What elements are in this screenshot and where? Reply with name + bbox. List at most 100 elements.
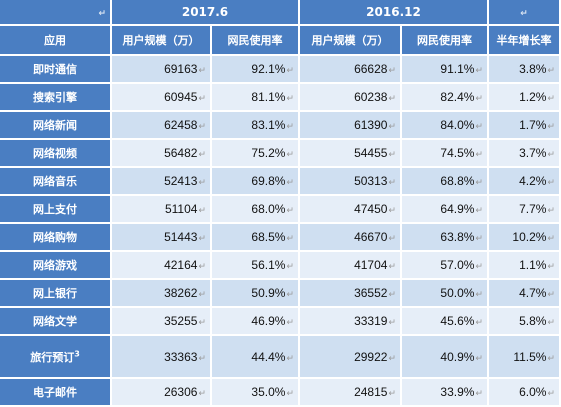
paragraph-mark: ↵: [286, 352, 294, 363]
paragraph-mark: ↵: [388, 388, 396, 398]
cell-value: 1.1%: [519, 258, 547, 272]
rate-2016-cell: 40.9%↵: [402, 336, 489, 379]
rate-2016-cell: 74.5%↵: [402, 140, 489, 168]
col-header-users-2017: 用户规模（万）: [112, 26, 212, 56]
table-row: 网络购物 51443↵ 68.5%↵ 46670↵ 63.8% ↵ 10.2% ↵: [0, 224, 561, 252]
cell-value: 81.1%: [251, 90, 286, 104]
paragraph-mark: ↵: [388, 233, 396, 243]
cell-value: 57.0%: [440, 258, 475, 272]
paragraph-mark: ↵: [547, 352, 555, 363]
rate-2016-cell: 57.0%↵: [402, 252, 489, 280]
users-2016-cell: 47450↵: [300, 196, 402, 224]
cell-value: 62458: [164, 118, 198, 132]
rate-2017-cell: 46.9%↵: [212, 308, 300, 336]
rate-2016-cell: 64.9%↵: [402, 196, 489, 224]
paragraph-mark: ↵: [198, 177, 206, 187]
cell-value: 50.9%: [251, 286, 286, 300]
period-header-2017-6: 2017.6: [112, 0, 300, 26]
users-2016-cell: 60238↵: [300, 84, 402, 112]
paragraph-mark: ↵: [388, 289, 396, 299]
paragraph-mark: ↵: [198, 121, 206, 131]
cell-value: 68.0%: [251, 202, 286, 216]
paragraph-mark: ↵: [286, 388, 294, 398]
growth-cell: 4.2%↵: [489, 168, 561, 196]
paragraph-mark: ↵: [198, 93, 206, 103]
table-row: 网络新闻 62458↵ 83.1%↵ 61390↵ 84.0%↵ 1.7%↵: [0, 112, 561, 140]
paragraph-mark: ↵: [286, 93, 294, 103]
rate-2016-cell: 45.6%↵: [402, 308, 489, 336]
paragraph-mark: ↵: [388, 121, 396, 131]
paragraph-mark: ↵: [198, 289, 206, 299]
users-2016-cell: 46670↵: [300, 224, 402, 252]
users-2017-cell: 42164↵: [112, 252, 212, 280]
users-2017-cell: 51443↵: [112, 224, 212, 252]
rate-2016-cell: 33.9%↵: [402, 379, 489, 407]
corner-cell: ↵: [0, 0, 112, 26]
app-name-cell: 网络购物: [0, 224, 112, 252]
app-name-cell: 网上银行: [0, 280, 112, 308]
cell-value: 33.9%: [440, 385, 475, 399]
paragraph-mark: ↵: [198, 233, 206, 243]
cell-value: 1.7%: [519, 118, 547, 132]
cell-value: 74.5%: [440, 146, 475, 160]
cell-value: 60945: [164, 90, 198, 104]
cell-value: 36552: [354, 286, 388, 300]
users-2017-cell: 38262↵: [112, 280, 212, 308]
cell-value: 68.8%: [440, 174, 475, 188]
table-row: 网络游戏 42164↵ 56.1%↵ 41704↵ 57.0%↵ 1.1%↵: [0, 252, 561, 280]
cell-value: 60238: [354, 90, 388, 104]
col-header-rate-2017: 网民使用率: [212, 26, 300, 56]
rate-2017-cell: 68.5%↵: [212, 224, 300, 252]
cell-value: 35255: [164, 314, 198, 328]
paragraph-mark: ↵: [388, 177, 396, 187]
app-name: 网上支付: [33, 203, 77, 216]
paragraph-mark: ↵: [286, 177, 294, 187]
paragraph-mark: ↵: [475, 261, 483, 271]
app-name: 网络文学: [33, 315, 77, 328]
paragraph-mark: ↵: [547, 205, 555, 215]
col-header-users-2016: 用户规模（万）: [300, 26, 402, 56]
paragraph-mark: ↵: [547, 93, 555, 103]
paragraph-mark: ↵: [286, 233, 294, 243]
cell-value: 91.1%: [440, 62, 475, 76]
cell-value: 4.2%: [519, 174, 547, 188]
app-name-cell: 网络新闻: [0, 112, 112, 140]
cell-value: 54455: [354, 146, 388, 160]
cell-value: 45.6%: [440, 314, 475, 328]
cell-value: 1.2%: [519, 90, 547, 104]
users-2016-cell: 54455↵: [300, 140, 402, 168]
app-name: 旅行预订: [30, 350, 75, 364]
cell-value: 7.7%: [519, 202, 547, 216]
growth-cell: 1.1%↵: [489, 252, 561, 280]
app-name: 网络购物: [33, 231, 77, 244]
growth-cell: 6.0%↵: [489, 379, 561, 407]
paragraph-mark: ↵: [388, 65, 396, 75]
rate-2016-cell: 91.1%↵: [402, 56, 489, 84]
paragraph-mark: ↵: [475, 205, 483, 215]
cell-value: 41704: [354, 258, 388, 272]
cell-value: 69.8%: [251, 174, 286, 188]
table-row: 网络文学 35255↵ 46.9%↵ 33319↵ 45.6%↵ 5.8%↵: [0, 308, 561, 336]
app-name-cell: 旅行预订3: [0, 336, 112, 379]
cell-value: 24815: [354, 385, 388, 399]
growth-cell: 7.7%↵: [489, 196, 561, 224]
cell-value: 3.7%: [519, 146, 547, 160]
paragraph-mark: ↵: [475, 177, 483, 187]
users-2016-cell: 61390↵: [300, 112, 402, 140]
users-2017-cell: 35255↵: [112, 308, 212, 336]
cell-value: 10.2%: [512, 230, 547, 244]
table-row: 即时通信 69163↵ 92.1%↵ 66628↵ 91.1%↵ 3.8%↵: [0, 56, 561, 84]
paragraph-mark: ↵: [286, 205, 294, 215]
paragraph-mark: ↵: [286, 317, 294, 327]
paragraph-mark: ↵: [547, 177, 555, 187]
cell-value: 64.9%: [440, 202, 475, 216]
growth-cell: 5.8%↵: [489, 308, 561, 336]
paragraph-mark: ↵: [547, 65, 555, 75]
app-name: 搜索引擎: [33, 91, 77, 104]
cell-value: 82.4%: [440, 90, 475, 104]
cell-value: 63.8%: [440, 230, 475, 244]
users-2017-cell: 62458↵: [112, 112, 212, 140]
growth-cell: 3.7%↵: [489, 140, 561, 168]
paragraph-mark: ↵: [286, 149, 294, 159]
